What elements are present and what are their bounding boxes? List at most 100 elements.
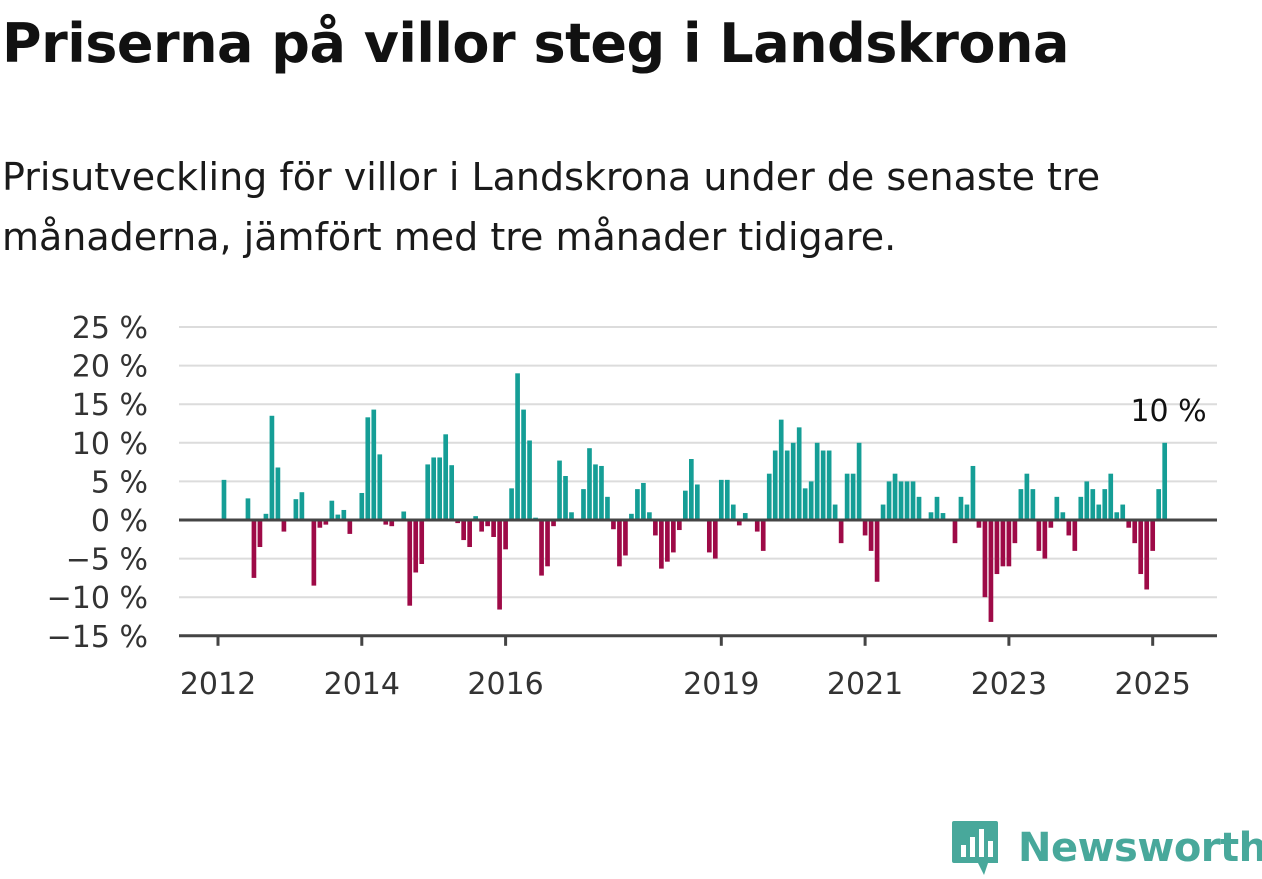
bar (1144, 520, 1150, 590)
bar (521, 409, 526, 520)
bar (1054, 496, 1060, 520)
bar (473, 516, 478, 520)
bar (910, 481, 916, 520)
bar (407, 520, 413, 606)
x-tick-label: 2016 (467, 667, 543, 702)
y-tick-label: −10 % (47, 581, 148, 616)
bar (1078, 496, 1084, 520)
grid-lines (179, 326, 1217, 599)
bar (449, 465, 455, 520)
bar (844, 473, 850, 520)
bar (730, 504, 736, 520)
bar (808, 481, 814, 520)
bar (760, 520, 766, 551)
bar (617, 520, 622, 567)
y-tick-label: −5 % (66, 543, 148, 578)
bar (479, 520, 484, 532)
bar (1066, 520, 1072, 536)
bar (1036, 520, 1042, 551)
bar (814, 442, 820, 520)
bar (1012, 520, 1018, 544)
bar (383, 520, 389, 525)
bar (916, 496, 922, 520)
bar (982, 520, 988, 598)
bar (892, 473, 898, 520)
y-tick-label: 20 % (72, 350, 148, 385)
bar (940, 513, 946, 520)
bar (952, 520, 958, 544)
bar (605, 496, 610, 520)
bar (868, 520, 874, 551)
bar (371, 409, 377, 520)
bar (527, 440, 532, 520)
bar (677, 520, 682, 531)
bar (976, 520, 982, 528)
bar (1132, 520, 1138, 544)
bar (425, 464, 431, 520)
bar (1120, 504, 1126, 520)
bar (988, 520, 994, 622)
bar (683, 490, 688, 520)
x-tick-label: 2019 (683, 667, 759, 702)
bar (1090, 489, 1096, 520)
bar (281, 520, 287, 532)
bar (1162, 442, 1168, 520)
bar (784, 450, 790, 520)
bar (467, 520, 472, 548)
bar (820, 450, 826, 520)
bar (718, 479, 724, 520)
bar (970, 465, 976, 520)
brand-name: Newsworthy (1018, 825, 1262, 871)
bar (1114, 512, 1120, 520)
bar (1072, 520, 1078, 551)
bar (772, 450, 778, 520)
bar (964, 504, 970, 520)
bar (389, 520, 395, 527)
x-axis-tick-labels: 2012 2014 2016 2019 2021 2023 2025 (180, 667, 1191, 702)
page-title: Priserna på villor steg i Landskrona (2, 12, 1069, 75)
bar (563, 476, 568, 520)
x-tick-label: 2025 (1115, 667, 1191, 702)
bar (898, 481, 904, 520)
bar (359, 492, 365, 520)
bar (934, 496, 940, 520)
axes (179, 518, 1217, 646)
bar (641, 482, 646, 520)
bar (665, 520, 670, 562)
bar (1138, 520, 1144, 575)
bar (1024, 473, 1030, 520)
bar (671, 520, 676, 553)
bar (856, 442, 862, 520)
bar (647, 512, 652, 520)
bar (886, 481, 892, 520)
bar (1156, 489, 1162, 520)
x-tick-label: 2012 (180, 667, 256, 702)
bar (994, 520, 1000, 575)
page-subtitle: Prisutveckling för villor i Landskrona u… (2, 155, 1101, 259)
bar (1150, 520, 1156, 551)
bar (581, 489, 586, 520)
y-tick-label: 15 % (72, 388, 148, 423)
y-tick-label: −15 % (47, 620, 148, 655)
bar (599, 465, 604, 520)
bar (928, 512, 934, 520)
bar (401, 511, 407, 520)
bar (754, 520, 760, 532)
bar (790, 442, 796, 520)
bar (1018, 489, 1024, 520)
bar (437, 457, 443, 520)
bar (245, 498, 251, 520)
bar (317, 520, 323, 528)
bar (377, 454, 383, 520)
y-tick-label: 5 % (91, 465, 148, 500)
bar (1006, 520, 1012, 567)
bar (838, 520, 844, 544)
y-tick-label: 0 % (91, 504, 148, 539)
bar (1096, 504, 1102, 520)
bar (1108, 473, 1114, 520)
data-labels: 10 % (1130, 394, 1206, 429)
bar (724, 479, 730, 520)
bar (874, 520, 880, 582)
newsworthy-logo-icon (952, 821, 998, 875)
bar (299, 492, 305, 520)
